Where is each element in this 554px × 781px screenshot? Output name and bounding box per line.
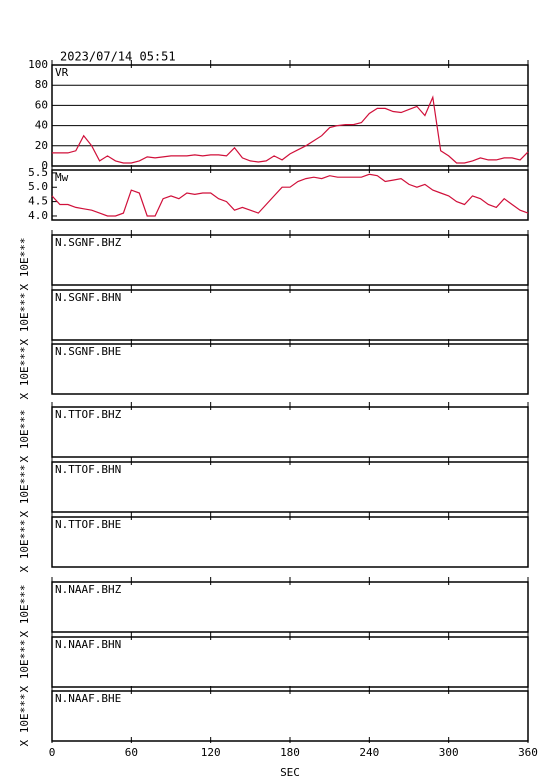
x-tick-label: 120 <box>201 746 221 759</box>
panel-label: N.SGNF.BHZ <box>55 236 122 249</box>
y-tick-label: 4.0 <box>28 209 48 222</box>
y-axis-label: X 10E*** <box>18 640 31 693</box>
x-tick-label: 360 <box>518 746 538 759</box>
x-tick-label: 60 <box>125 746 138 759</box>
y-axis-label: X 10E*** <box>18 347 31 400</box>
panel-label: VR <box>55 66 69 79</box>
panel-frame <box>51 516 529 568</box>
panel-label: N.TTOF.BHE <box>55 518 121 531</box>
panel-label: N.NAAF.BHN <box>55 638 121 651</box>
y-tick-label: 5.0 <box>28 180 48 193</box>
panel-label: N.NAAF.BHE <box>55 692 121 705</box>
panel-frame <box>51 690 529 742</box>
panel-frame <box>51 581 529 633</box>
y-axis-label: X 10E*** <box>18 694 31 747</box>
y-axis-label: X 10E*** <box>18 293 31 346</box>
x-tick-label: 300 <box>439 746 459 759</box>
y-tick-label: 5.5 <box>28 166 48 179</box>
x-axis-label: SEC <box>280 766 300 779</box>
x-tick-label: 0 <box>49 746 56 759</box>
panel-frame <box>51 461 529 513</box>
y-tick-label: 60 <box>35 98 48 111</box>
y-tick-label: 0 <box>41 159 48 172</box>
y-tick-label: 4.5 <box>28 195 48 208</box>
panel-frame <box>51 636 529 688</box>
y-axis-label: X 10E*** <box>18 238 31 291</box>
y-axis-label: X 10E*** <box>18 465 31 518</box>
panel-label: N.SGNF.BHN <box>55 291 121 304</box>
x-tick-label: 240 <box>359 746 379 759</box>
y-tick-label: 20 <box>35 139 48 152</box>
data-line <box>52 95 529 164</box>
y-axis-label: X 10E*** <box>18 585 31 638</box>
panel-label: N.TTOF.BHN <box>55 463 121 476</box>
y-tick-label: 40 <box>35 119 48 132</box>
y-tick-label: 80 <box>35 78 48 91</box>
y-axis-label: X 10E*** <box>18 410 31 463</box>
panel-frame <box>51 64 529 167</box>
x-tick-label: 180 <box>280 746 300 759</box>
panel-frame <box>51 343 529 395</box>
chart-title: 2023/07/14 05:51 <box>60 50 176 64</box>
y-tick-label: 100 <box>28 58 48 71</box>
panel-frame <box>51 234 529 286</box>
panel-label: Mw <box>55 171 69 184</box>
panel-label: N.NAAF.BHZ <box>55 583 122 596</box>
panel-frame <box>51 289 529 341</box>
y-axis-label: X 10E*** <box>18 520 31 573</box>
panel-label: N.TTOF.BHZ <box>55 408 122 421</box>
panel-label: N.SGNF.BHE <box>55 345 121 358</box>
data-line <box>51 173 529 217</box>
panel-frame <box>51 406 529 458</box>
